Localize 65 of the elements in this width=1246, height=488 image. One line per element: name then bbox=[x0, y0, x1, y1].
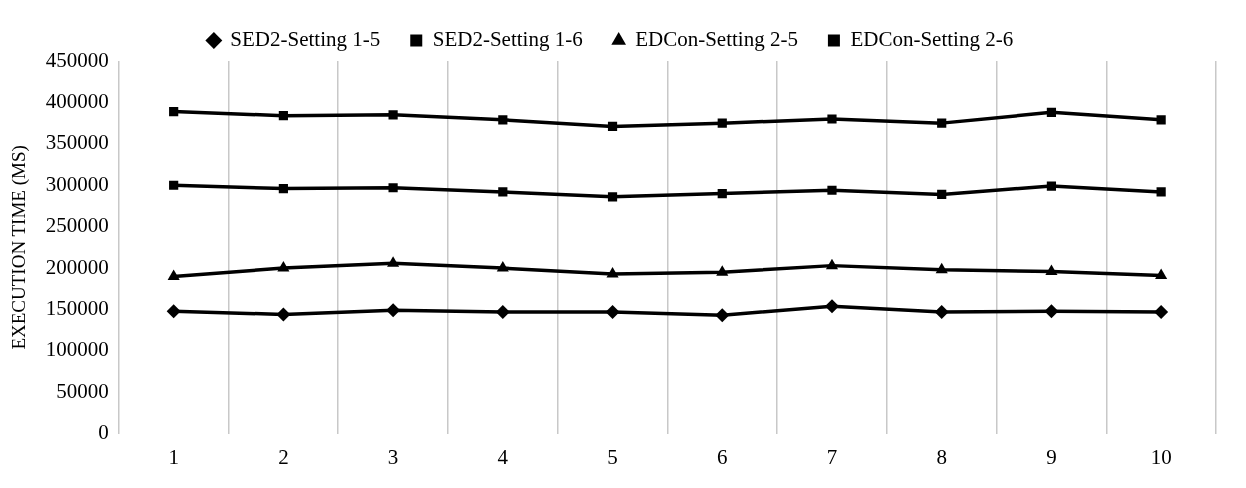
point bbox=[388, 183, 398, 193]
point bbox=[1046, 107, 1057, 117]
point bbox=[1155, 268, 1168, 280]
point bbox=[387, 256, 400, 267]
y-tick-label: 250000 bbox=[45, 213, 109, 238]
point bbox=[1156, 115, 1166, 125]
legend-label: EDCon-Setting 2-6 bbox=[850, 27, 1014, 52]
point bbox=[167, 269, 180, 280]
x-tick-label: 1 bbox=[168, 444, 179, 469]
legend-label: SED2-Setting 1-5 bbox=[230, 27, 381, 52]
legend-label: SED2-Setting 1-6 bbox=[432, 27, 583, 52]
x-tick-label: 2 bbox=[278, 444, 289, 469]
point bbox=[166, 304, 181, 319]
point bbox=[277, 261, 290, 272]
y-axis-title: EXECUTION TIME (MS) bbox=[8, 145, 31, 350]
x-tick-label: 4 bbox=[497, 444, 509, 469]
y-tick-label: 200000 bbox=[45, 254, 109, 279]
x-tick-label: 7 bbox=[826, 444, 838, 469]
x-tick-label: 5 bbox=[607, 444, 618, 469]
y-tick-label: 100000 bbox=[45, 337, 109, 362]
point bbox=[498, 115, 508, 125]
point bbox=[606, 266, 619, 278]
point bbox=[1154, 305, 1169, 320]
point bbox=[605, 305, 620, 320]
x-tick-label: 6 bbox=[717, 444, 728, 469]
point bbox=[715, 308, 730, 323]
point bbox=[935, 262, 948, 274]
point bbox=[169, 106, 179, 117]
y-tick-label: 150000 bbox=[45, 296, 109, 321]
point bbox=[607, 121, 618, 132]
x-tick-label: 10 bbox=[1150, 444, 1172, 469]
point bbox=[1044, 304, 1059, 319]
point bbox=[496, 261, 509, 272]
y-tick-label: 350000 bbox=[45, 130, 109, 155]
point bbox=[388, 110, 398, 120]
point bbox=[937, 118, 947, 128]
point bbox=[607, 192, 618, 202]
x-tick-label: 9 bbox=[1046, 444, 1057, 469]
point bbox=[276, 307, 291, 322]
point bbox=[495, 305, 510, 320]
y-tick-label: 50000 bbox=[56, 378, 109, 403]
point bbox=[1046, 181, 1057, 191]
x-tick-label: 8 bbox=[936, 444, 947, 469]
point bbox=[934, 305, 949, 320]
point bbox=[716, 265, 729, 276]
point bbox=[825, 258, 839, 270]
point bbox=[1045, 264, 1058, 275]
point bbox=[278, 183, 288, 194]
point bbox=[386, 303, 401, 318]
point bbox=[498, 187, 508, 197]
point bbox=[1156, 187, 1166, 197]
y-tick-label: 300000 bbox=[45, 171, 109, 196]
y-tick-label: 400000 bbox=[45, 88, 109, 113]
y-tick-label: 450000 bbox=[45, 47, 109, 72]
point bbox=[717, 188, 727, 199]
legend-label: EDCon-Setting 2-5 bbox=[635, 27, 798, 52]
point bbox=[824, 299, 839, 314]
y-tick-label: 0 bbox=[98, 420, 109, 445]
point bbox=[827, 114, 837, 124]
point bbox=[827, 185, 837, 195]
point bbox=[937, 189, 947, 199]
point bbox=[169, 180, 179, 190]
x-tick-label: 3 bbox=[387, 444, 399, 469]
point bbox=[278, 111, 288, 121]
point bbox=[717, 118, 727, 128]
